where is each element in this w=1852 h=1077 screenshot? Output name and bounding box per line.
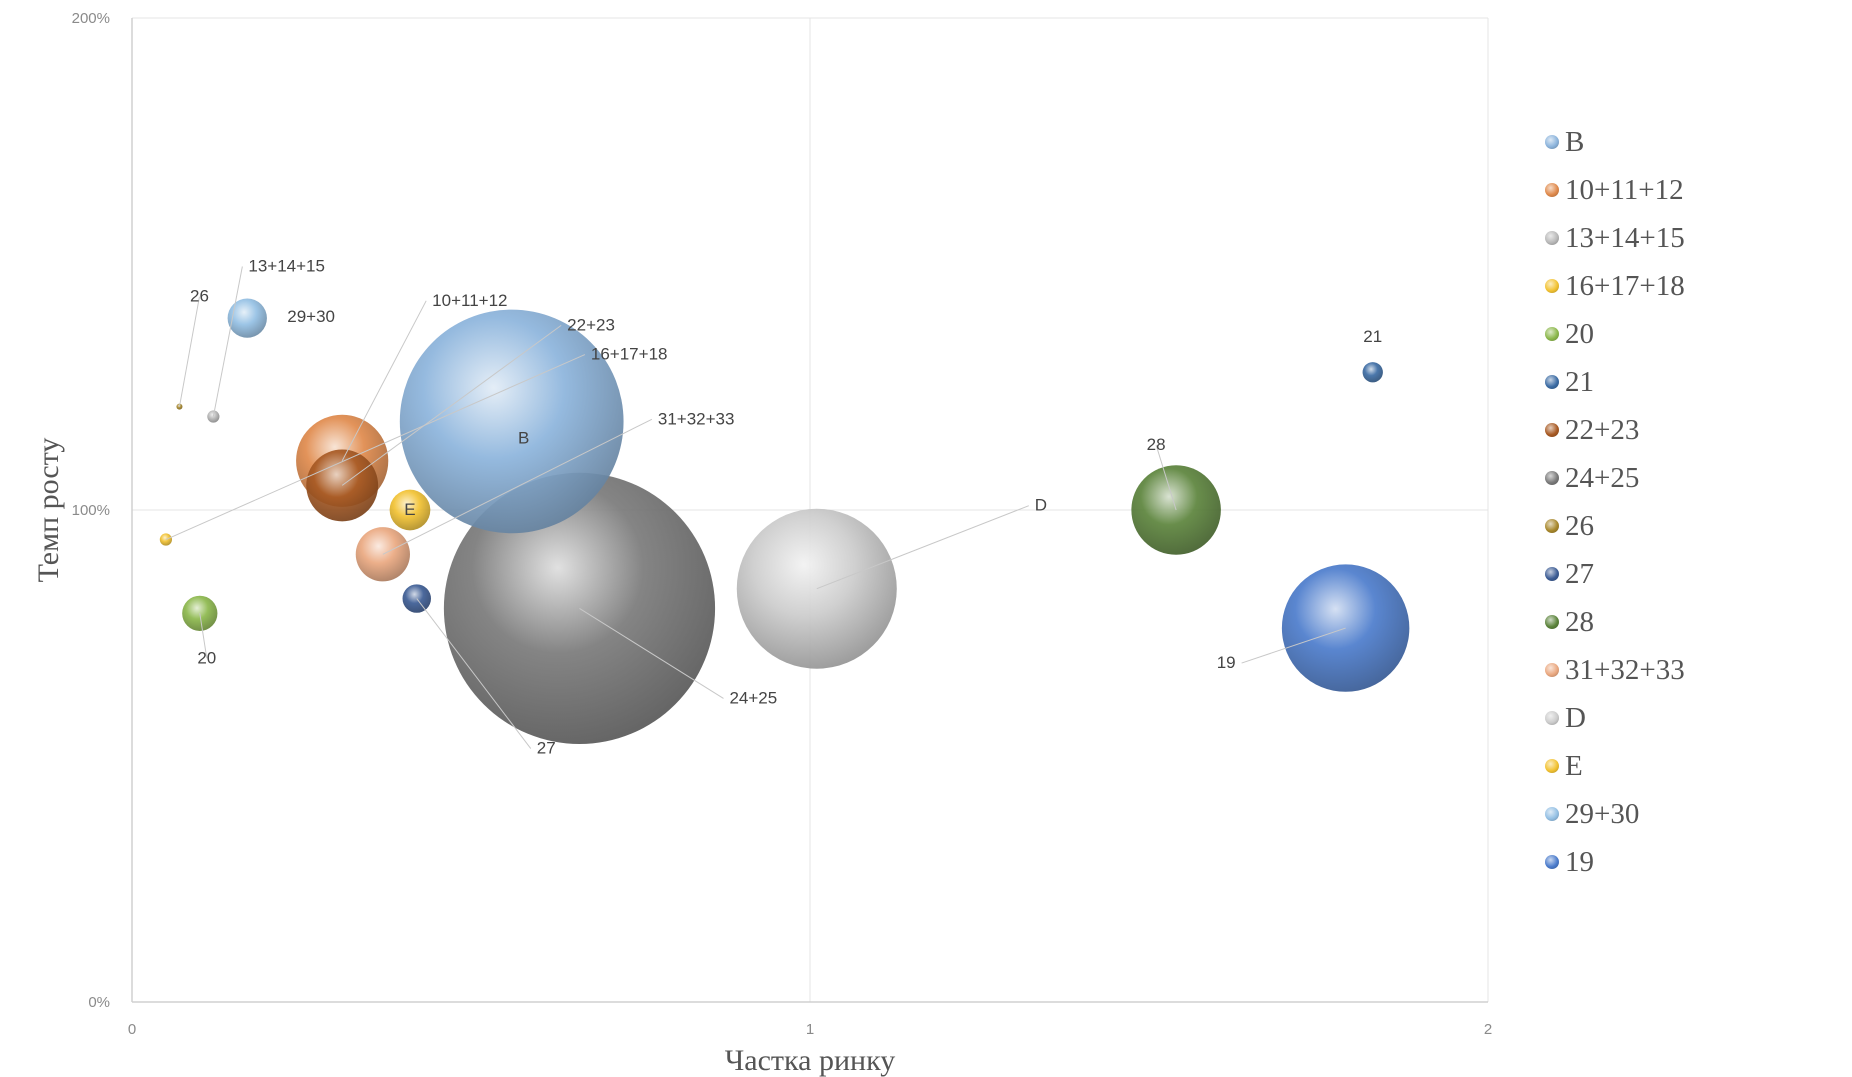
legend-label-d: D	[1565, 701, 1586, 734]
legend-item-d: D	[1545, 694, 1685, 742]
legend-swatch-20	[1545, 327, 1559, 341]
leader-line-10-11-12	[341, 300, 427, 462]
legend-label-b: B	[1565, 125, 1585, 158]
legend-item-31-32-33: 31+32+33	[1545, 646, 1685, 694]
legend-swatch-d	[1545, 711, 1559, 725]
y-tick-label-1: 100%	[72, 502, 110, 519]
leader-line-19	[1241, 627, 1346, 664]
x-tick-label-0: 0	[128, 1021, 136, 1038]
legend-swatch-16-17-18	[1545, 279, 1559, 293]
bubble-20	[182, 595, 218, 631]
y-tick-label-0: 0%	[88, 994, 110, 1011]
bubble-label-10-11-12: 10+11+12	[432, 291, 507, 310]
legend-label-28: 28	[1565, 605, 1594, 638]
bubble-29-30	[227, 298, 267, 338]
bubble-label-20: 20	[197, 648, 216, 667]
legend-item-28: 28	[1545, 598, 1685, 646]
x-tick-label-2: 2	[1484, 1021, 1492, 1038]
label-layer: B 10+11+12 13+14+15 16+17+18 20 21 22+23 24+25 2…	[165, 257, 1382, 758]
legend-swatch-13-14-15	[1545, 231, 1559, 245]
bubble-label-31-32-33: 31+32+33	[658, 409, 735, 428]
leader-line-20	[199, 613, 208, 659]
bubble-label-13-14-15: 13+14+15	[248, 257, 325, 276]
bubble-label-16-17-18: 16+17+18	[591, 345, 668, 364]
legend-label-21: 21	[1565, 365, 1594, 398]
legend-item-b: B	[1545, 118, 1685, 166]
legend-label-e: E	[1565, 749, 1583, 782]
legend-label-31-32-33: 31+32+33	[1565, 653, 1685, 686]
leader-line-24-25	[579, 607, 724, 699]
bubble-layer	[159, 298, 1410, 744]
legend-swatch-28	[1545, 615, 1559, 629]
bubble-label-28: 28	[1147, 435, 1166, 454]
legend-swatch-26	[1545, 519, 1559, 533]
legend-label-29-30: 29+30	[1565, 797, 1640, 830]
legend-label-27: 27	[1565, 557, 1594, 590]
legend-item-26: 26	[1545, 502, 1685, 550]
bubble-b	[399, 309, 624, 534]
leader-line-26	[178, 296, 200, 407]
legend-item-21: 21	[1545, 358, 1685, 406]
legend-swatch-e	[1545, 759, 1559, 773]
chart-legend: B 10+11+12 13+14+15 16+17+18 20 21 22+23 24+25 2…	[1545, 118, 1685, 886]
bubble-label-19: 19	[1217, 653, 1236, 672]
legend-label-26: 26	[1565, 509, 1594, 542]
bubble-21	[1362, 362, 1383, 383]
bubble-label-27: 27	[537, 739, 556, 758]
bubble-label-d: D	[1035, 496, 1047, 515]
leader-line-31-32-33	[382, 418, 653, 555]
bubble-13-14-15	[207, 410, 220, 423]
legend-swatch-21	[1545, 375, 1559, 389]
legend-swatch-22-23	[1545, 423, 1559, 437]
legend-item-27: 27	[1545, 550, 1685, 598]
leader-line-d	[816, 505, 1029, 590]
bubble-label-24-25: 24+25	[729, 688, 777, 707]
legend-label-13-14-15: 13+14+15	[1565, 221, 1685, 254]
x-axis-title: Частка ринку	[725, 1044, 895, 1077]
legend-label-19: 19	[1565, 845, 1594, 878]
bubble-e	[389, 489, 431, 531]
legend-swatch-27	[1545, 567, 1559, 581]
leader-line-22-23	[341, 324, 562, 486]
bubble-label-26: 26	[190, 287, 209, 306]
legend-swatch-19	[1545, 855, 1559, 869]
leader-line-27	[416, 598, 532, 749]
y-tick-label-2: 200%	[72, 10, 110, 27]
legend-label-16-17-18: 16+17+18	[1565, 269, 1685, 302]
legend-item-16-17-18: 16+17+18	[1545, 262, 1685, 310]
legend-swatch-10-11-12	[1545, 183, 1559, 197]
y-axis-title: Темп росту	[32, 438, 65, 583]
legend-label-20: 20	[1565, 317, 1594, 350]
legend-swatch-29-30	[1545, 807, 1559, 821]
bubble-label-22-23: 22+23	[567, 315, 615, 334]
legend-label-24-25: 24+25	[1565, 461, 1640, 494]
legend-label-22-23: 22+23	[1565, 413, 1640, 446]
legend-swatch-31-32-33	[1545, 663, 1559, 677]
bubble-label-e: E	[404, 500, 415, 519]
leader-line-16-17-18	[165, 354, 586, 540]
legend-item-13-14-15: 13+14+15	[1545, 214, 1685, 262]
legend-item-10-11-12: 10+11+12	[1545, 166, 1685, 214]
bubble-label-29-30: 29+30	[287, 307, 335, 326]
legend-item-24-25: 24+25	[1545, 454, 1685, 502]
x-tick-label-1: 1	[806, 1021, 814, 1038]
legend-label-10-11-12: 10+11+12	[1565, 173, 1684, 206]
legend-item-19: 19	[1545, 838, 1685, 886]
legend-item-20: 20	[1545, 310, 1685, 358]
legend-swatch-24-25	[1545, 471, 1559, 485]
legend-item-22-23: 22+23	[1545, 406, 1685, 454]
leader-line-28	[1155, 444, 1177, 511]
legend-item-e: E	[1545, 742, 1685, 790]
bubble-label-21: 21	[1363, 327, 1382, 346]
legend-item-29-30: 29+30	[1545, 790, 1685, 838]
legend-swatch-b	[1545, 135, 1559, 149]
bubble-label-b: B	[518, 428, 529, 447]
leader-line-13-14-15	[212, 266, 243, 417]
